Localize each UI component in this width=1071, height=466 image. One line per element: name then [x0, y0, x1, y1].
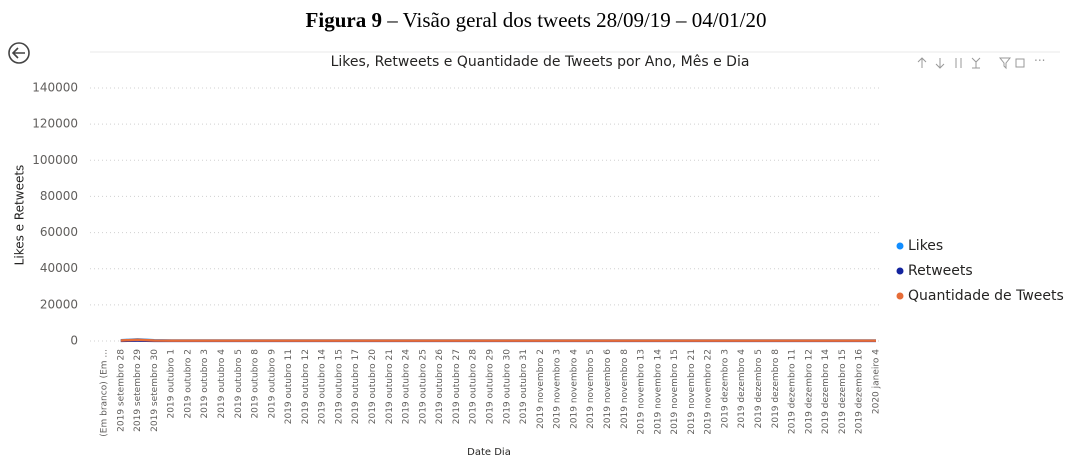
chart-title: Likes, Retweets e Quantidade de Tweets p… [331, 54, 750, 70]
x-tick-label: 2019 outubro 27 [452, 349, 462, 424]
y-tick-label: 120000 [32, 117, 78, 131]
x-tick-label: 2019 setembro 29 [133, 349, 143, 432]
x-tick-label: 2019 outubro 14 [318, 349, 328, 425]
x-tick-label: 2019 outubro 15 [334, 349, 344, 424]
x-tick-label: 2019 novembro 6 [603, 349, 613, 429]
legend-marker [897, 293, 904, 300]
caption-text: – Visão geral dos tweets 28/09/19 – 04/0… [382, 8, 766, 32]
x-tick-label: 2019 novembro 14 [653, 349, 663, 435]
x-tick-label: 2019 dezembro 11 [788, 349, 798, 434]
x-tick-label: 2019 outubro 8 [251, 349, 261, 419]
x-tick-label: 2019 novembro 4 [569, 349, 579, 429]
y-tick-label: 100000 [32, 153, 78, 167]
y-tick-label: 40000 [40, 261, 78, 275]
x-tick-label: 2019 setembro 30 [150, 349, 160, 432]
x-tick-label: 2019 outubro 9 [267, 349, 277, 419]
x-tick-label: 2019 outubro 5 [234, 349, 244, 419]
toolbar-icons[interactable]: ··· [918, 54, 1045, 69]
x-tick-label: 2019 outubro 25 [418, 349, 428, 424]
x-tick-label: 2019 dezembro 4 [737, 349, 747, 429]
x-axis-label: Date Dia [467, 447, 511, 458]
y-axis-label: Likes e Retweets [13, 165, 27, 266]
x-tick-label: 2019 outubro 20 [368, 349, 378, 425]
back-button[interactable] [9, 43, 29, 63]
x-tick-label: 2019 novembro 21 [687, 349, 697, 435]
x-tick-label: 2019 novembro 5 [586, 349, 596, 429]
x-tick-label: 2019 outubro 2 [183, 349, 193, 419]
x-tick-label: 2019 novembro 22 [704, 349, 714, 435]
legend-marker [897, 268, 904, 275]
x-tick-label: 2019 novembro 8 [620, 349, 630, 429]
x-tick-label: 2019 outubro 17 [351, 349, 361, 424]
x-tick-label: 2019 dezembro 5 [754, 349, 764, 428]
x-tick-label: 2019 novembro 2 [536, 349, 546, 429]
x-tick-label: 2019 novembro 3 [553, 349, 563, 429]
y-tick-label: 60000 [40, 225, 78, 239]
y-tick-label: 20000 [40, 297, 78, 311]
x-tick-label: 2019 outubro 4 [217, 349, 227, 419]
x-tick-label: 2019 outubro 29 [486, 349, 496, 425]
x-tick-label: 2019 outubro 11 [284, 349, 294, 424]
caption-label: Figura 9 [306, 8, 382, 32]
x-tick-label: 2019 novembro 13 [637, 349, 647, 435]
x-tick-label: 2019 novembro 15 [670, 349, 680, 435]
y-tick-label: 140000 [32, 81, 78, 95]
x-tick-label: 2019 outubro 3 [200, 349, 210, 419]
x-tick-label: 2019 outubro 26 [435, 349, 445, 425]
legend-marker [897, 243, 904, 250]
figure-caption: Figura 9 – Visão geral dos tweets 28/09/… [306, 8, 767, 32]
y-tick-label: 80000 [40, 189, 78, 203]
x-tick-label: 2019 outubro 1 [167, 349, 177, 419]
x-tick-label: 2020 janeiro 4 [872, 349, 882, 414]
y-tick-label: 0 [70, 334, 78, 348]
svg-text:···: ··· [1034, 54, 1045, 68]
legend-label: Likes [908, 238, 943, 254]
legend-label: Quantidade de Tweets [908, 288, 1064, 304]
x-tick-label: 2019 setembro 28 [116, 349, 126, 432]
x-tick-label: 2019 dezembro 15 [838, 349, 848, 434]
x-tick-label: 2019 dezembro 12 [804, 349, 814, 434]
x-tick-label: 2019 outubro 28 [469, 349, 479, 425]
x-tick-label: (Em branco) (Em ... [100, 349, 110, 437]
series-line [121, 340, 876, 341]
legend-label: Retweets [908, 263, 973, 279]
x-tick-label: 2019 outubro 24 [402, 349, 412, 425]
x-tick-label: 2019 outubro 12 [301, 349, 311, 424]
x-tick-label: 2019 dezembro 8 [771, 349, 781, 429]
x-tick-label: 2019 dezembro 16 [855, 349, 865, 434]
x-tick-label: 2019 outubro 21 [385, 349, 395, 424]
x-tick-label: 2019 dezembro 14 [821, 349, 831, 434]
x-tick-label: 2019 dezembro 3 [720, 349, 730, 428]
x-tick-label: 2019 outubro 30 [502, 349, 512, 425]
x-tick-label: 2019 outubro 31 [519, 349, 529, 424]
